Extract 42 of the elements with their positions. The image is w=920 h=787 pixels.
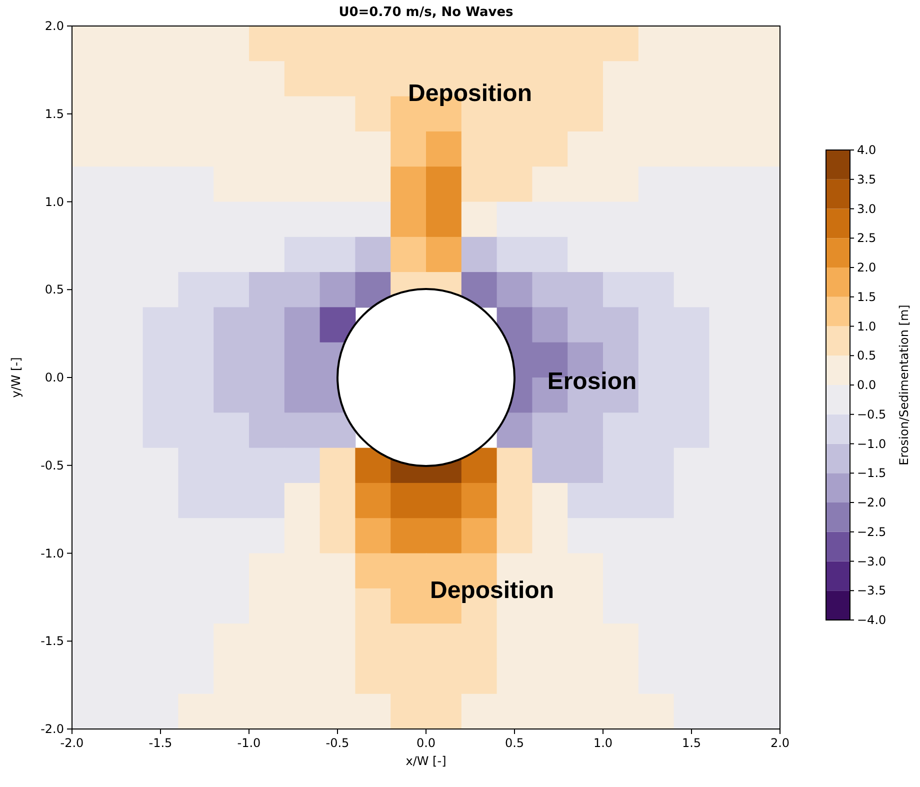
y-tick-label: 2.0 <box>44 19 64 33</box>
color-bar-title: Erosion/Sedimentation [m] <box>897 304 911 466</box>
color-bar-label: 2.5 <box>857 231 876 246</box>
x-tick-label: 1.5 <box>682 736 702 750</box>
x-axis-title: x/W [-] <box>406 754 446 768</box>
x-tick-label: -1.0 <box>237 736 261 750</box>
y-tick-label: -2.0 <box>40 722 64 736</box>
x-tick-label: 0.5 <box>504 736 524 750</box>
color-bar-label: 4.0 <box>857 143 876 157</box>
y-tick-label: 0.5 <box>44 282 64 297</box>
y-tick-label: 1.5 <box>44 106 64 121</box>
color-bar-label: −3.0 <box>857 554 886 568</box>
x-tick-label: 1.0 <box>593 736 613 750</box>
x-tick-label: 0.0 <box>416 736 436 750</box>
y-axis-title: y/W [-] <box>9 357 23 398</box>
color-bar-label: 0.5 <box>857 348 876 363</box>
color-bar-label: 3.5 <box>857 172 876 186</box>
x-tick-label: -2.0 <box>60 736 84 750</box>
y-tick-label: -1.0 <box>40 546 64 560</box>
color-bar-label: −3.5 <box>857 584 886 598</box>
y-tick-label: -1.5 <box>40 634 64 648</box>
color-bar-label: 0.0 <box>857 378 876 392</box>
annotation: Deposition <box>430 577 554 604</box>
color-bar-label: −4.0 <box>857 613 886 627</box>
color-bar-label: −0.5 <box>857 407 886 422</box>
color-bar-label: −1.5 <box>857 466 886 480</box>
color-bar-label: 1.0 <box>857 319 876 334</box>
y-tick-label: 0.0 <box>44 370 64 384</box>
x-tick-label: -1.5 <box>148 736 172 750</box>
color-bar-label: −2.0 <box>857 496 886 510</box>
color-bar-label: 3.0 <box>857 202 876 216</box>
x-tick-label: -0.5 <box>326 736 350 750</box>
y-tick-label: -0.5 <box>40 458 64 472</box>
y-tick-label: 1.0 <box>44 194 64 209</box>
color-bar-label: 1.5 <box>857 290 876 304</box>
x-tick-label: 2.0 <box>770 736 790 750</box>
color-bar-label: −1.0 <box>857 436 886 451</box>
annotation: Erosion <box>547 368 637 395</box>
color-bar-label: 2.0 <box>857 260 876 274</box>
chart-title: U0=0.70 m/s, No Waves <box>338 5 514 20</box>
annotation: Deposition <box>408 80 532 107</box>
color-bar-label: −2.5 <box>857 524 886 539</box>
